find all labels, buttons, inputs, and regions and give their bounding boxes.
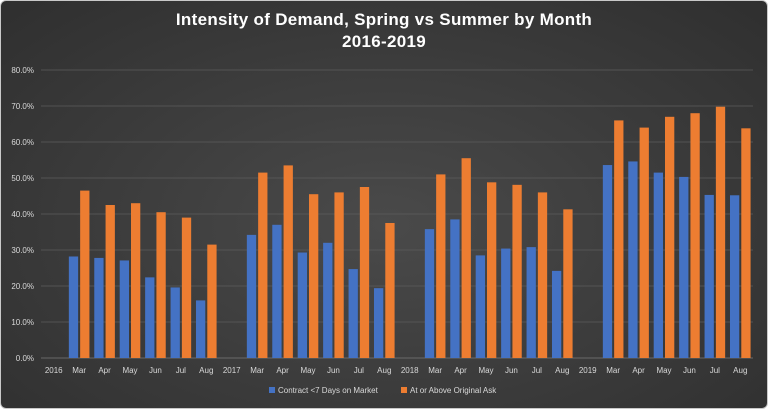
bar-contract [602,165,613,358]
y-tick-label: 50.0% [11,174,34,183]
bar-contract [475,255,485,358]
bar-at-or-above-ask [487,182,497,358]
bar-at-or-above-ask [614,120,624,359]
x-tick-label: Apr [632,366,645,375]
bar-at-or-above-ask [715,106,726,358]
bar-contract [297,252,307,358]
x-tick-label: May [656,366,671,375]
bar-contract [373,288,384,358]
bar-at-or-above-ask [563,209,573,358]
bar-contract [424,229,435,358]
bar-at-or-above-ask [334,192,344,358]
bar-at-or-above-ask [105,205,115,358]
legend-label-ask: At or Above Original Ask [410,386,497,395]
bar-at-or-above-ask [665,116,675,358]
bar-at-or-above-ask [181,217,192,358]
bar-contract [628,161,638,358]
bar-contract [450,219,460,358]
x-tick-label: 2018 [401,366,419,375]
bar-contract [195,300,206,358]
bar-at-or-above-ask [258,172,268,358]
bar-contract [704,194,714,358]
x-tick-label: Jun [683,366,696,375]
bar-contract [501,248,511,358]
bar-at-or-above-ask [385,223,395,358]
bar-contract [348,269,358,358]
legend-swatch-ask [401,387,407,393]
x-tick-label: Jul [176,366,186,375]
x-tick-label: Jul [532,366,542,375]
bar-at-or-above-ask [436,174,446,358]
y-tick-label: 70.0% [11,102,34,111]
bar-at-or-above-ask [537,192,548,358]
bar-contract [119,260,129,358]
chart-subtitle: 2016-2019 [342,32,426,51]
x-tick-label: Aug [377,366,391,375]
bar-at-or-above-ask [207,244,217,358]
x-tick-label: 2016 [45,366,63,375]
bar-contract [145,277,155,358]
bar-contract [653,172,663,358]
y-tick-label: 60.0% [11,138,34,147]
chart-title: Intensity of Demand, Spring vs Summer by… [175,10,593,29]
x-tick-label: 2017 [223,366,241,375]
bar-at-or-above-ask [283,165,293,358]
x-tick-label: Mar [250,366,264,375]
bar-at-or-above-ask [639,127,649,358]
y-tick-label: 0.0% [16,354,34,363]
bar-at-or-above-ask [741,128,751,358]
x-tick-label: May [122,366,137,375]
x-tick-label: Jun [327,366,340,375]
x-tick-label: May [300,366,315,375]
x-tick-label: Aug [199,366,213,375]
y-tick-label: 30.0% [11,246,34,255]
x-tick-label: Apr [276,366,289,375]
y-tick-label: 40.0% [11,210,34,219]
bar-contract [551,270,562,358]
x-tick-label: Jun [505,366,518,375]
legend-swatch-contract [269,387,275,393]
bar-contract [323,242,333,358]
bar-at-or-above-ask [359,187,370,358]
bar-at-or-above-ask [309,194,319,358]
bar-at-or-above-ask [131,203,141,358]
y-tick-label: 20.0% [11,282,34,291]
bar-contract [526,247,536,358]
bar-contract [246,234,257,358]
x-tick-label: 2019 [579,366,597,375]
x-tick-label: May [478,366,493,375]
bar-contract [679,176,689,358]
x-tick-label: Mar [606,366,620,375]
y-tick-label: 80.0% [11,66,34,75]
bar-contract [94,257,104,358]
x-tick-label: Apr [98,366,111,375]
x-tick-label: Mar [72,366,86,375]
x-tick-label: Apr [454,366,467,375]
chart-title-block: Intensity of Demand, Spring vs Summer by… [1,9,767,53]
bar-at-or-above-ask [461,158,471,358]
bar-at-or-above-ask [156,212,166,358]
y-tick-label: 10.0% [11,318,34,327]
x-tick-label: Jun [149,366,162,375]
x-tick-label: Jul [710,366,720,375]
bar-contract [170,287,180,358]
x-tick-label: Mar [428,366,442,375]
x-tick-label: Aug [555,366,569,375]
x-tick-label: Aug [733,366,747,375]
bar-at-or-above-ask [512,184,522,358]
bar-at-or-above-ask [690,113,700,358]
x-tick-label: Jul [354,366,364,375]
bar-contract [68,256,79,358]
bar-at-or-above-ask [80,190,90,358]
bar-contract [272,224,282,358]
bar-contract [729,195,740,358]
legend-label-contract: Contract <7 Days on Market [278,386,379,395]
